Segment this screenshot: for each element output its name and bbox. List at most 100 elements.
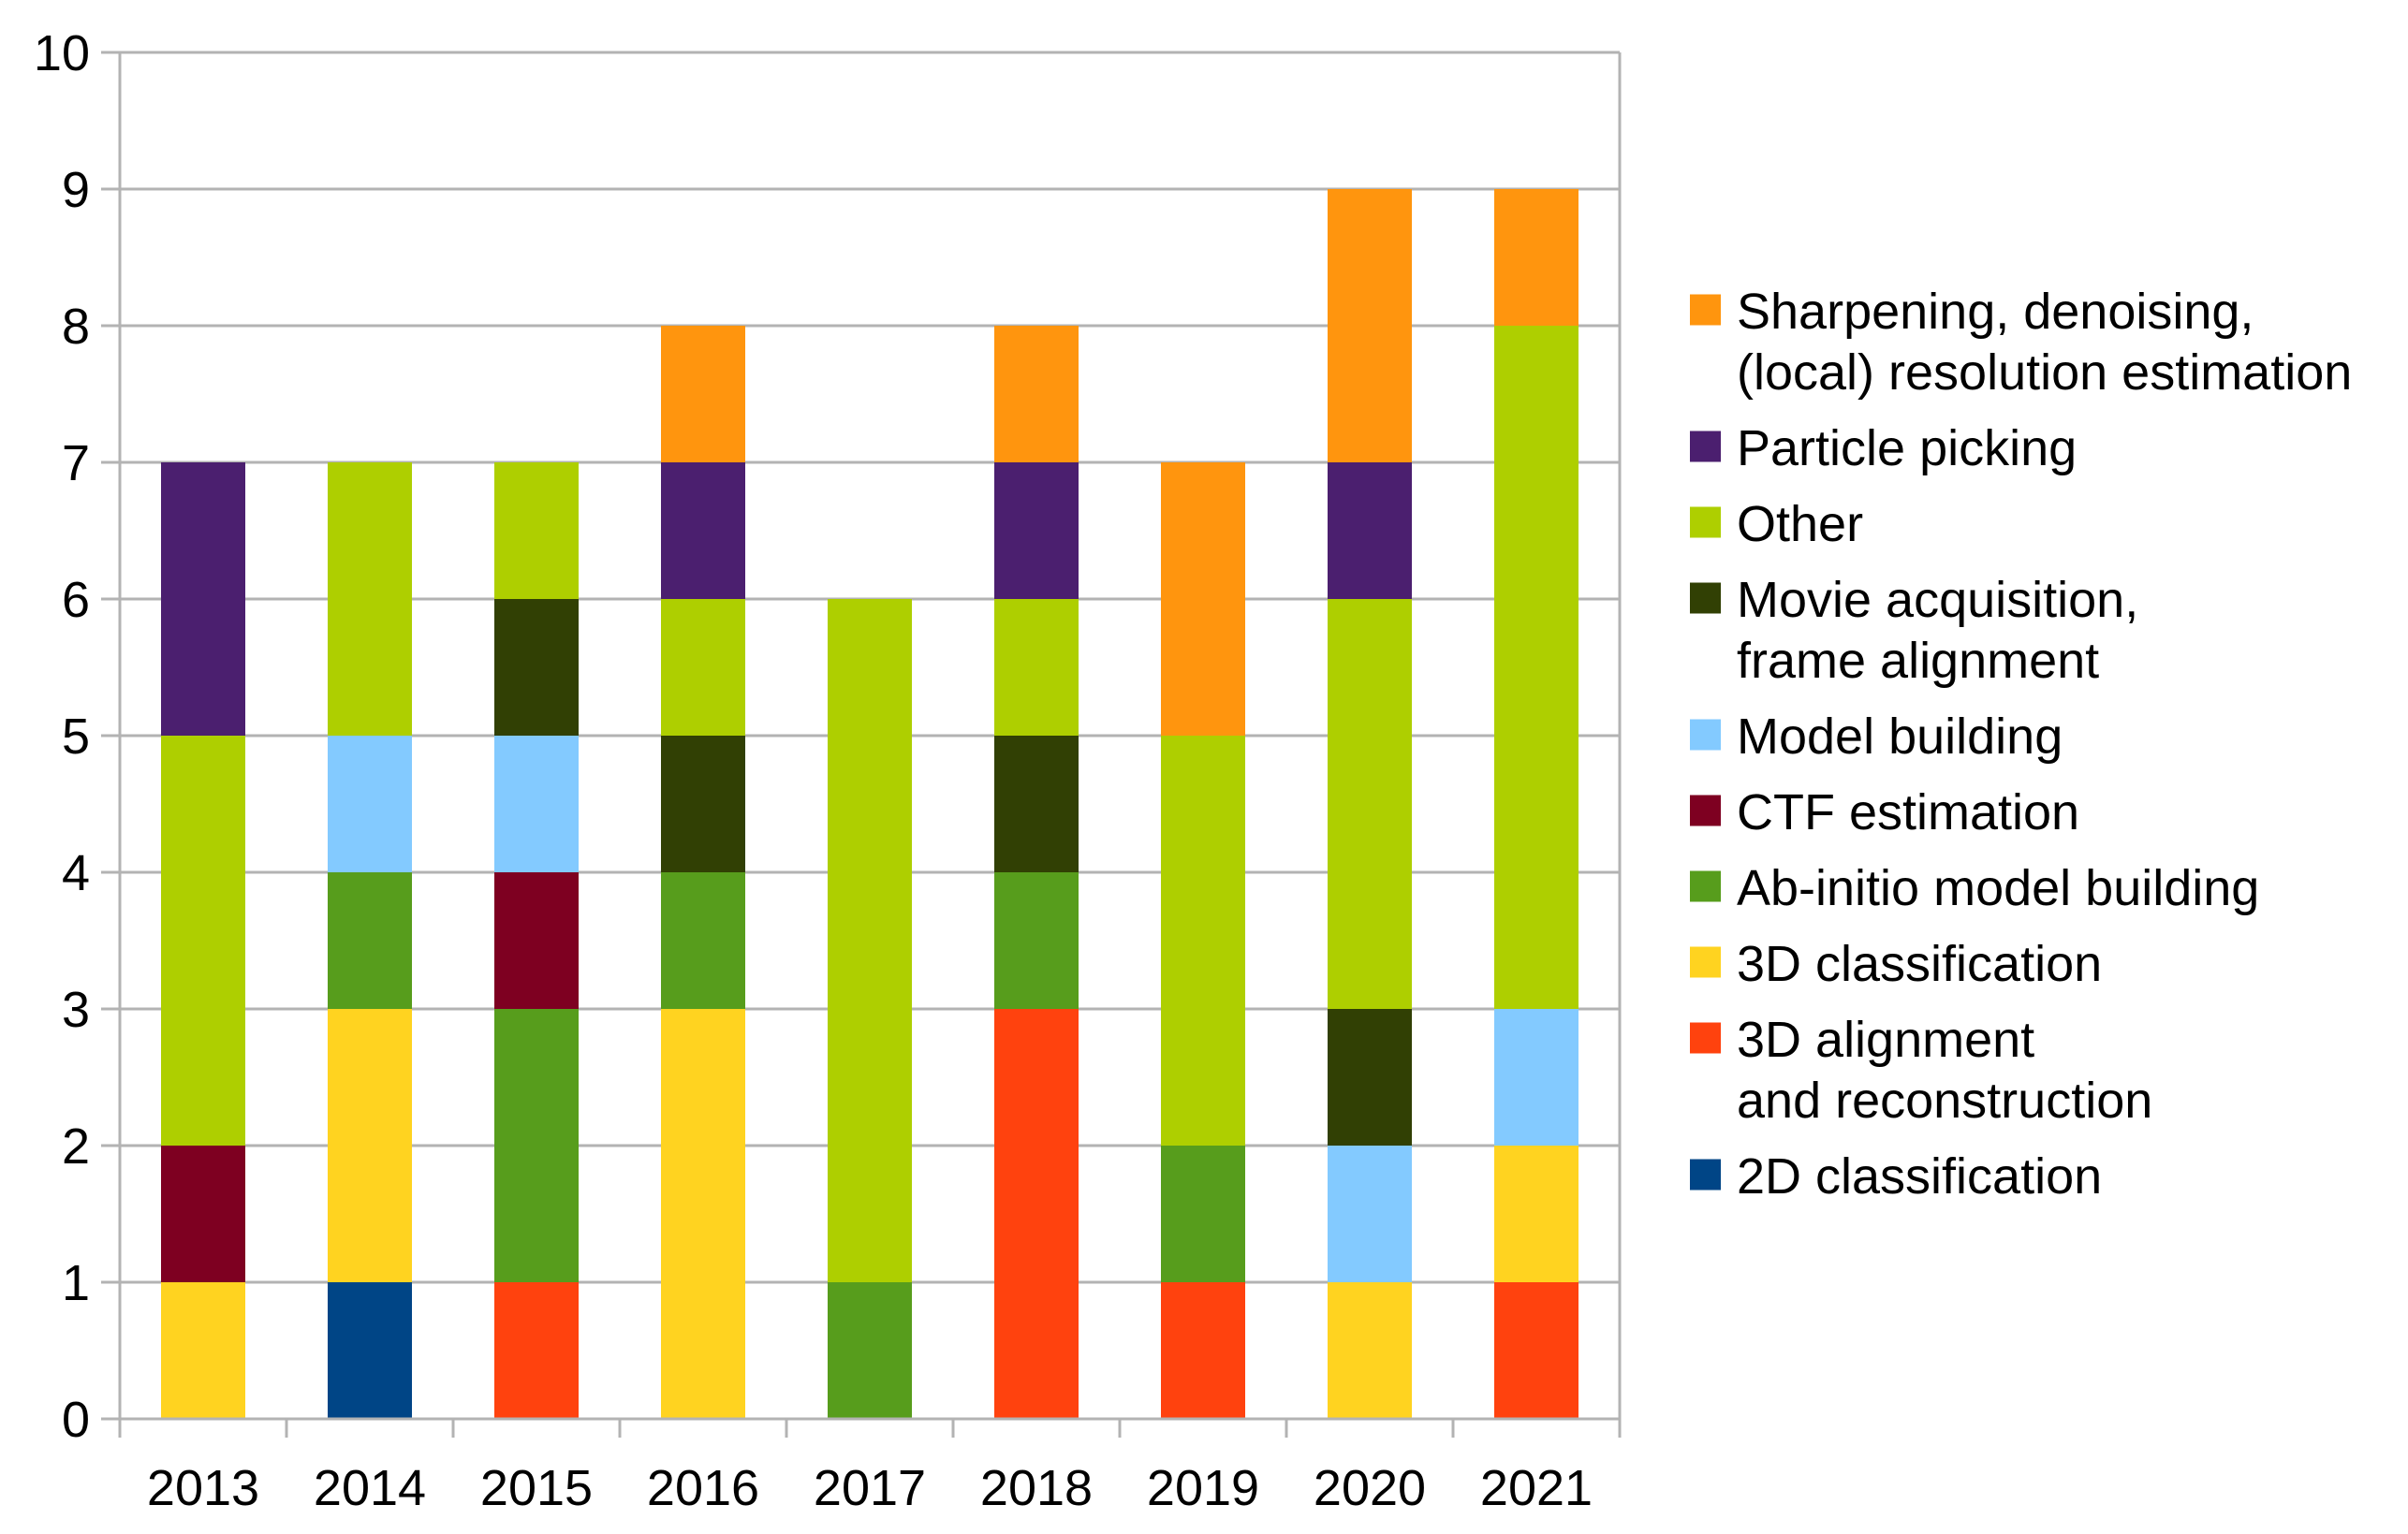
legend-item: Movie acquisition,frame alignment: [1690, 572, 2138, 689]
y-tick-label: 2: [62, 1118, 90, 1175]
x-tick-label: 2021: [1480, 1460, 1593, 1516]
legend-label: frame alignment: [1737, 633, 2099, 689]
bar-segment: [994, 872, 1079, 1009]
bar-segment: [661, 599, 745, 736]
x-tick-label: 2016: [647, 1460, 759, 1516]
x-tick-label: 2017: [814, 1460, 926, 1516]
legend-swatch: [1690, 1022, 1721, 1054]
x-tick-label: 2019: [1147, 1460, 1259, 1516]
axes: [101, 51, 1622, 1438]
x-tick-label: 2015: [480, 1460, 593, 1516]
y-tick-label: 1: [62, 1255, 90, 1311]
legend-label: Sharpening, denoising,: [1737, 284, 2254, 340]
legend-swatch: [1690, 870, 1721, 902]
legend-item: Other: [1690, 496, 1863, 552]
bar-segment: [161, 462, 245, 736]
legend-label: Movie acquisition,: [1737, 572, 2138, 628]
y-tick-label: 7: [62, 435, 90, 491]
legend-label: (local) resolution estimation: [1737, 344, 2352, 401]
legend-swatch: [1690, 506, 1721, 538]
bar-segment: [828, 1282, 912, 1419]
bar-segment: [328, 1282, 412, 1419]
bar-segment: [994, 736, 1079, 872]
x-tick-label: 2013: [147, 1460, 259, 1516]
bar-segment: [1328, 1282, 1412, 1419]
legend-swatch: [1690, 1159, 1721, 1191]
bar-segment: [828, 599, 912, 1282]
bar-segment: [1328, 1009, 1412, 1146]
bar-segment: [1161, 462, 1245, 736]
y-tick-label: 0: [62, 1392, 90, 1448]
legend-label: 3D alignment: [1737, 1012, 2034, 1068]
legend-item: Sharpening, denoising,(local) resolution…: [1690, 284, 2352, 401]
bar-segment: [328, 736, 412, 872]
legend-swatch: [1690, 431, 1721, 462]
y-tick-label: 10: [34, 25, 90, 81]
bar-segment: [661, 736, 745, 872]
bar-segment: [661, 872, 745, 1009]
bar-segment: [494, 736, 579, 872]
legend-label: 2D classification: [1737, 1148, 2102, 1205]
legend-item: 3D classification: [1690, 936, 2102, 992]
legend-item: CTF estimation: [1690, 784, 2079, 840]
bar-segment: [1328, 189, 1412, 462]
legend-item: Ab-initio model building: [1690, 860, 2259, 916]
bar-segment: [161, 1146, 245, 1282]
bar-segment: [1494, 189, 1578, 326]
y-tick-label: 6: [62, 572, 90, 628]
legend-swatch: [1690, 795, 1721, 826]
bar-segment: [1328, 462, 1412, 599]
legend-swatch: [1690, 294, 1721, 326]
bar-segment: [1161, 1282, 1245, 1419]
legend-label: Particle picking: [1737, 420, 2077, 476]
bar-segment: [661, 326, 745, 462]
bar-segment: [1494, 1146, 1578, 1282]
bar-segment: [994, 599, 1079, 736]
bar-segment: [1494, 1282, 1578, 1419]
bar-segment: [328, 1009, 412, 1282]
y-tick-label: 5: [62, 709, 90, 765]
legend-label: 3D classification: [1737, 936, 2102, 992]
bar-segment: [494, 462, 579, 599]
bar-segment: [494, 872, 579, 1009]
bar-segment: [994, 326, 1079, 462]
y-tick-label: 9: [62, 162, 90, 218]
tick-labels: 0 1 2 3 4 5 6 7 8 9 10 2013 2014 2015 2016 2017 2018 2019…: [34, 25, 1593, 1516]
y-tick-label: 8: [62, 299, 90, 355]
x-tick-label: 2018: [980, 1460, 1093, 1516]
legend-item: Model building: [1690, 709, 2063, 765]
legend-label: and reconstruction: [1737, 1073, 2152, 1129]
legend-item: Particle picking: [1690, 420, 2077, 476]
bar-segment: [328, 462, 412, 736]
x-tick-label: 2014: [314, 1460, 426, 1516]
bar-segment: [1494, 1009, 1578, 1146]
y-tick-label: 4: [62, 845, 90, 901]
legend-swatch: [1690, 946, 1721, 978]
bars: [161, 189, 1578, 1419]
bar-segment: [494, 1009, 579, 1282]
bar-segment: [161, 1282, 245, 1419]
bar-segment: [994, 462, 1079, 599]
legend-label: Model building: [1737, 709, 2063, 765]
bar-segment: [1328, 1146, 1412, 1282]
legend-label: Other: [1737, 496, 1863, 552]
bar-segment: [328, 872, 412, 1009]
bar-segment: [494, 599, 579, 736]
legend-swatch: [1690, 719, 1721, 751]
bar-segment: [661, 1009, 745, 1419]
bar-segment: [661, 462, 745, 599]
bar-segment: [161, 736, 245, 1146]
x-tick-label: 2020: [1314, 1460, 1426, 1516]
bar-segment: [1328, 599, 1412, 1009]
legend-swatch: [1690, 582, 1721, 614]
y-tick-label: 3: [62, 982, 90, 1038]
bar-segment: [1494, 326, 1578, 1009]
legend-item: 2D classification: [1690, 1148, 2102, 1205]
legend-label: CTF estimation: [1737, 784, 2079, 840]
bar-segment: [1161, 1146, 1245, 1282]
legend-label: Ab-initio model building: [1737, 860, 2259, 916]
bar-segment: [1161, 736, 1245, 1146]
bar-segment: [494, 1282, 579, 1419]
